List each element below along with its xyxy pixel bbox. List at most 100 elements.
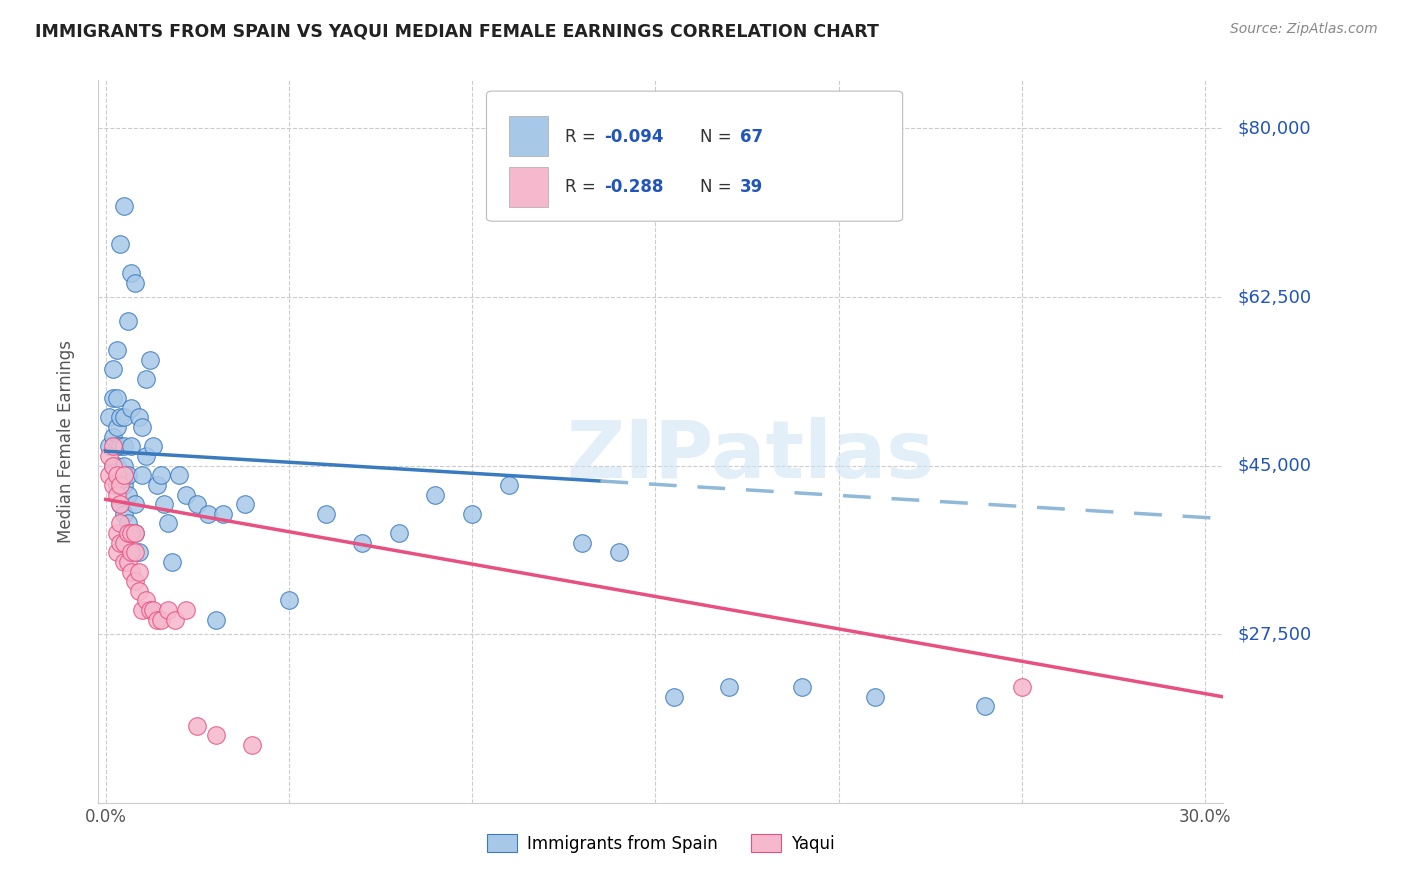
Text: -0.288: -0.288 [605,178,664,196]
Point [117,468,139,483]
Point [131,420,153,434]
Text: $27,500: $27,500 [1237,625,1312,643]
Point [110,478,132,492]
Point [120,545,142,559]
Bar [509,116,548,156]
Point [233,497,256,511]
Y-axis label: Median Female Earnings: Median Female Earnings [56,340,75,543]
Point [461,507,484,521]
Point [117,314,139,328]
Point [186,719,208,733]
Point [124,276,146,290]
Text: $62,500: $62,500 [1237,288,1312,306]
Text: ZIPatlas: ZIPatlas [567,417,935,495]
Point [110,468,132,483]
Point [138,603,160,617]
Point [110,439,132,453]
Point [135,593,157,607]
FancyBboxPatch shape [486,91,903,221]
Point [571,535,593,549]
Point [790,680,813,694]
Point [105,391,128,405]
Point [101,458,124,473]
Point [101,458,124,473]
Point [124,545,146,559]
Point [197,507,219,521]
Point [112,439,135,453]
Point [101,391,124,405]
Point [146,478,169,492]
Text: Source: ZipAtlas.com: Source: ZipAtlas.com [1230,22,1378,37]
Text: R =: R = [565,128,602,145]
Point [167,468,190,483]
Point [186,497,208,511]
Point [110,497,132,511]
Point [352,535,374,549]
Point [110,497,132,511]
Point [974,699,997,714]
Point [135,372,157,386]
Point [176,603,198,617]
Point [101,478,124,492]
Point [105,526,128,541]
Point [1011,680,1033,694]
Text: $45,000: $45,000 [1237,457,1312,475]
Point [212,507,235,521]
Point [204,728,226,742]
Point [176,487,198,501]
Point [120,439,142,453]
Point [98,468,121,483]
Point [131,603,153,617]
Point [124,526,146,541]
Point [142,439,165,453]
Point [112,410,135,425]
Point [498,478,520,492]
Point [142,603,165,617]
Point [124,526,146,541]
Point [120,526,142,541]
Point [105,439,128,453]
Point [112,198,135,212]
Point [101,430,124,444]
Point [105,458,128,473]
Point [425,487,447,501]
Point [112,478,135,492]
Point [153,497,176,511]
Point [105,420,128,434]
Point [105,487,128,501]
Point [112,507,135,521]
Point [388,526,411,541]
Point [110,410,132,425]
Point [240,738,263,752]
Point [112,535,135,549]
Point [98,410,121,425]
Point [101,362,124,376]
Point [131,468,153,483]
Point [105,468,128,483]
Point [128,545,150,559]
Point [160,555,183,569]
Legend: Immigrants from Spain, Yaqui: Immigrants from Spain, Yaqui [481,828,841,860]
Point [101,439,124,453]
Text: IMMIGRANTS FROM SPAIN VS YAQUI MEDIAN FEMALE EARNINGS CORRELATION CHART: IMMIGRANTS FROM SPAIN VS YAQUI MEDIAN FE… [35,22,879,40]
Point [128,583,150,598]
Point [110,535,132,549]
Text: 67: 67 [740,128,762,145]
Point [157,603,180,617]
Point [110,237,132,252]
Point [157,516,180,531]
Text: R =: R = [565,178,602,196]
Point [112,555,135,569]
Point [110,516,132,531]
Point [315,507,337,521]
Point [128,565,150,579]
Point [117,526,139,541]
Point [128,410,150,425]
Point [120,401,142,415]
Point [120,565,142,579]
Text: N =: N = [700,178,737,196]
Point [120,266,142,280]
Text: -0.094: -0.094 [605,128,664,145]
Point [117,555,139,569]
Point [863,690,886,704]
